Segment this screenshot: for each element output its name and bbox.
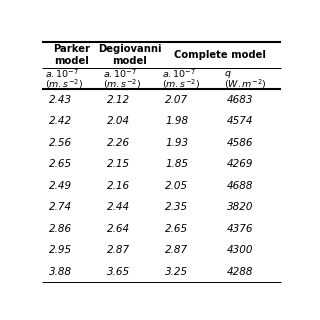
Text: 2.87: 2.87 (107, 245, 130, 255)
Text: 4683: 4683 (227, 95, 253, 105)
Text: 4376: 4376 (227, 224, 253, 234)
Text: 1.93: 1.93 (165, 138, 188, 148)
Text: 3.25: 3.25 (165, 267, 188, 276)
Text: 2.16: 2.16 (107, 180, 130, 191)
Text: 2.04: 2.04 (107, 116, 130, 126)
Text: $\mathit{(m.s^{-2})}$: $\mathit{(m.s^{-2})}$ (103, 77, 141, 91)
Text: 2.44: 2.44 (107, 202, 130, 212)
Text: 2.64: 2.64 (107, 224, 130, 234)
Text: 2.87: 2.87 (165, 245, 188, 255)
Text: 2.65: 2.65 (49, 159, 72, 169)
Text: $\mathit{(m.s^{-2})}$: $\mathit{(m.s^{-2})}$ (162, 77, 200, 91)
Text: 3.65: 3.65 (107, 267, 130, 276)
Text: 2.42: 2.42 (49, 116, 72, 126)
Text: $\mathit{(m.s^{-2})}$: $\mathit{(m.s^{-2})}$ (45, 77, 83, 91)
Text: 2.95: 2.95 (49, 245, 72, 255)
Text: $\mathit{(W.m^{-2})}$: $\mathit{(W.m^{-2})}$ (224, 77, 266, 91)
Text: 2.49: 2.49 (49, 180, 72, 191)
Text: 1.85: 1.85 (165, 159, 188, 169)
Text: 2.35: 2.35 (165, 202, 188, 212)
Text: 4574: 4574 (227, 116, 253, 126)
Text: 2.07: 2.07 (165, 95, 188, 105)
Text: Parker
model: Parker model (53, 44, 90, 66)
Text: 2.65: 2.65 (165, 224, 188, 234)
Text: 1.98: 1.98 (165, 116, 188, 126)
Text: 2.43: 2.43 (49, 95, 72, 105)
Text: $\mathit{a}.10^{-7}$: $\mathit{a}.10^{-7}$ (103, 68, 137, 80)
Text: 2.26: 2.26 (107, 138, 130, 148)
Text: 4269: 4269 (227, 159, 253, 169)
Text: $\mathit{a}.10^{-7}$: $\mathit{a}.10^{-7}$ (45, 68, 79, 80)
Text: 4688: 4688 (227, 180, 253, 191)
Text: 4300: 4300 (227, 245, 253, 255)
Text: 2.05: 2.05 (165, 180, 188, 191)
Text: 2.12: 2.12 (107, 95, 130, 105)
Text: 4288: 4288 (227, 267, 253, 276)
Text: Degiovanni
model: Degiovanni model (98, 44, 162, 66)
Text: 2.74: 2.74 (49, 202, 72, 212)
Text: 2.15: 2.15 (107, 159, 130, 169)
Text: Complete model: Complete model (174, 50, 266, 60)
Text: 3.88: 3.88 (49, 267, 72, 276)
Text: 3820: 3820 (227, 202, 253, 212)
Text: 4586: 4586 (227, 138, 253, 148)
Text: 2.56: 2.56 (49, 138, 72, 148)
Text: 2.86: 2.86 (49, 224, 72, 234)
Text: $\mathit{a}.10^{-7}$: $\mathit{a}.10^{-7}$ (162, 68, 196, 80)
Text: $\mathit{q}$: $\mathit{q}$ (224, 68, 231, 79)
